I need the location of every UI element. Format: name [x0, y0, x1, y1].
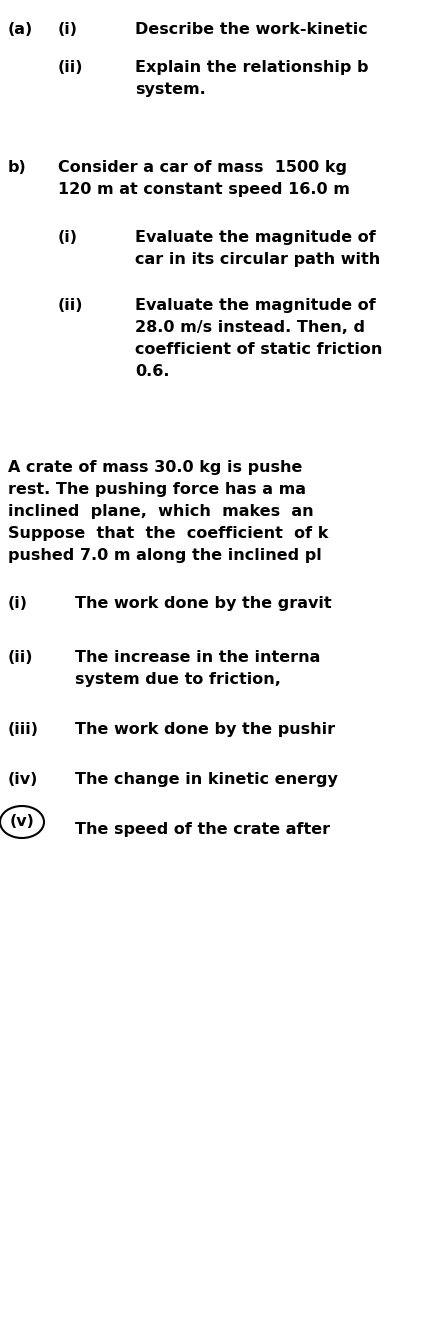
Text: system.: system.	[135, 82, 206, 97]
Text: (ii): (ii)	[58, 60, 84, 74]
Text: (a): (a)	[8, 23, 33, 37]
Text: (ii): (ii)	[58, 298, 84, 313]
Text: Suppose  that  the  coefficient  of k: Suppose that the coefficient of k	[8, 525, 328, 541]
Text: (iv): (iv)	[8, 771, 38, 787]
Text: (i): (i)	[58, 23, 78, 37]
Text: system due to friction,: system due to friction,	[75, 672, 281, 688]
Text: 28.0 m/s instead. Then, d: 28.0 m/s instead. Then, d	[135, 321, 365, 335]
Text: b): b)	[8, 160, 27, 176]
Text: coefficient of static friction: coefficient of static friction	[135, 342, 382, 356]
Text: pushed 7.0 m along the inclined pl: pushed 7.0 m along the inclined pl	[8, 548, 322, 563]
Text: Explain the relationship b: Explain the relationship b	[135, 60, 368, 74]
Text: rest. The pushing force has a ma: rest. The pushing force has a ma	[8, 481, 306, 497]
Text: (ii): (ii)	[8, 650, 33, 665]
Text: (iii): (iii)	[8, 722, 39, 737]
Text: car in its circular path with: car in its circular path with	[135, 251, 380, 267]
Text: (v): (v)	[10, 814, 35, 830]
Text: The work done by the gravit: The work done by the gravit	[75, 596, 332, 610]
Text: The work done by the pushir: The work done by the pushir	[75, 722, 335, 737]
Text: A crate of mass 30.0 kg is pushe: A crate of mass 30.0 kg is pushe	[8, 460, 303, 475]
Text: The change in kinetic energy: The change in kinetic energy	[75, 771, 338, 787]
Text: The increase in the interna: The increase in the interna	[75, 650, 320, 665]
Text: Describe the work-kinetic: Describe the work-kinetic	[135, 23, 368, 37]
Text: Evaluate the magnitude of: Evaluate the magnitude of	[135, 230, 376, 245]
Text: inclined  plane,  which  makes  an: inclined plane, which makes an	[8, 504, 314, 519]
Text: 0.6.: 0.6.	[135, 364, 170, 379]
Text: The speed of the crate after: The speed of the crate after	[75, 822, 330, 837]
Text: (i): (i)	[8, 596, 28, 610]
Text: Evaluate the magnitude of: Evaluate the magnitude of	[135, 298, 376, 313]
Text: Consider a car of mass  1500 kg: Consider a car of mass 1500 kg	[58, 160, 347, 176]
Text: 120 m at constant speed 16.0 m: 120 m at constant speed 16.0 m	[58, 182, 350, 197]
Text: (i): (i)	[58, 230, 78, 245]
